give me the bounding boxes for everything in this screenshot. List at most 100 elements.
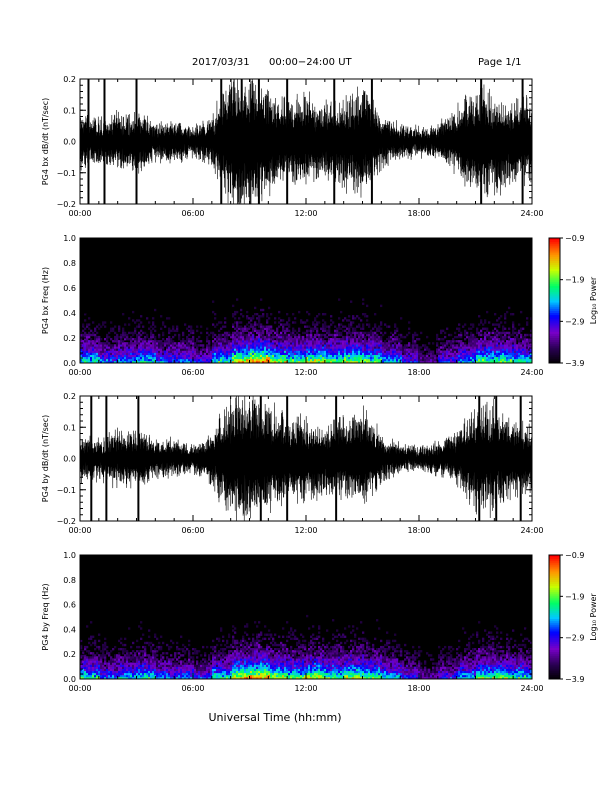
spectrogram-cell (318, 340, 321, 343)
spectrogram-cell (240, 338, 243, 341)
panel-0-xtick-label: 12:00 (294, 209, 317, 218)
spectrogram-cell (394, 356, 397, 360)
spectrogram-cell (326, 340, 329, 343)
spectrogram-cell (312, 360, 315, 364)
spectrogram-cell (154, 635, 157, 638)
spectrogram-cell (114, 344, 117, 347)
spectrogram-cell (126, 656, 129, 659)
spectrogram-cell (314, 350, 317, 353)
spectrogram-cell (148, 344, 151, 347)
spectrogram-cell (250, 346, 253, 349)
spectrogram-cell (444, 344, 447, 347)
spectrogram-cell (258, 338, 261, 341)
spectrogram-cell (504, 331, 507, 335)
spectrogram-cell (488, 350, 491, 353)
spectrogram-cell (398, 354, 401, 358)
spectrogram-cell (370, 348, 373, 351)
spectrogram-cell (506, 344, 509, 347)
spectrogram-cell (272, 356, 275, 360)
spectrogram-cell (226, 358, 229, 362)
spectrogram-cell (278, 346, 281, 349)
spectrogram-cell (128, 348, 131, 351)
spectrogram-cell (100, 338, 103, 341)
spectrogram-cell (276, 344, 279, 347)
spectrogram-cell (302, 344, 305, 347)
spectrogram-cell (360, 344, 363, 347)
spectrogram-cell (396, 335, 399, 339)
spectrogram-cell (220, 676, 223, 680)
spectrogram-cell (404, 335, 407, 339)
spectrogram-cell (524, 350, 527, 353)
spectrogram-cell (414, 344, 417, 347)
spectrogram-cell (252, 350, 255, 353)
spectrogram-cell (166, 356, 169, 360)
spectrogram-cell (140, 637, 143, 641)
spectrogram-cell (80, 643, 83, 647)
spectrogram-cell (178, 664, 181, 667)
spectrogram-cell (394, 348, 397, 351)
spectrogram-cell (198, 672, 201, 676)
spectrogram-cell (492, 335, 495, 339)
spectrogram-cell (138, 331, 141, 335)
spectrogram-cell (122, 333, 125, 337)
spectrogram-cell (360, 352, 363, 355)
spectrogram-cell (526, 348, 529, 351)
spectrogram-cell (104, 338, 107, 341)
spectrogram-cell (194, 344, 197, 347)
spectrogram-cell (194, 652, 197, 655)
spectrogram-cell (472, 340, 475, 343)
spectrogram-cell (336, 329, 339, 333)
spectrogram-cell (166, 344, 169, 347)
spectrogram-cell (96, 666, 99, 669)
spectrogram-cell (238, 344, 241, 347)
spectrogram-cell (306, 344, 309, 347)
spectrogram-cell (104, 662, 107, 665)
spectrogram-cell (214, 352, 217, 355)
spectrogram-cell (196, 664, 199, 667)
spectrogram-cell (524, 333, 527, 337)
spectrogram-cell (86, 348, 89, 351)
spectrogram-cell (246, 356, 249, 360)
spectrogram-cell (326, 329, 329, 333)
spectrogram-cell (154, 352, 157, 355)
spectrogram-cell (324, 323, 327, 326)
spectrogram-cell (238, 656, 241, 659)
spectrogram-cell (260, 358, 263, 362)
spectrogram-cell (346, 319, 349, 322)
spectrogram-cell (420, 354, 423, 358)
spectrogram-cell (270, 325, 273, 328)
spectrogram-cell (292, 354, 295, 358)
spectrogram-cell (186, 666, 189, 669)
spectrogram-cell (82, 333, 85, 337)
spectrogram-cell (496, 331, 499, 335)
spectrogram-cell (208, 656, 211, 659)
spectrogram-cell (472, 356, 475, 360)
spectrogram-cell (384, 342, 387, 345)
spectrogram-cell (344, 346, 347, 349)
spectrogram-cell (280, 358, 283, 362)
spectrogram-cell (466, 348, 469, 351)
spectrogram-cell (466, 360, 469, 364)
spectrogram-cell (518, 323, 521, 326)
spectrogram-cell (234, 650, 237, 653)
spectrogram-cell (142, 350, 145, 353)
spectrogram-cell (98, 672, 101, 676)
spectrogram-cell (384, 323, 387, 326)
spectrogram-cell (320, 333, 323, 337)
spectrogram-cell (198, 354, 201, 358)
spectrogram-cell (200, 676, 203, 680)
spectrogram-cell (90, 360, 93, 364)
spectrogram-cell (448, 354, 451, 358)
spectrogram-cell (212, 658, 215, 661)
spectrogram-cell (360, 340, 363, 343)
spectrogram-cell (104, 348, 107, 351)
spectrogram-cell (408, 327, 411, 330)
spectrogram-cell (242, 354, 245, 358)
spectrogram-cell (392, 354, 395, 358)
spectrogram-cell (88, 354, 91, 358)
spectrogram-cell (456, 344, 459, 347)
spectrogram-cell (282, 346, 285, 349)
spectrogram-cell (530, 358, 533, 362)
spectrogram-cell (204, 360, 207, 364)
spectrogram-cell (432, 352, 435, 355)
